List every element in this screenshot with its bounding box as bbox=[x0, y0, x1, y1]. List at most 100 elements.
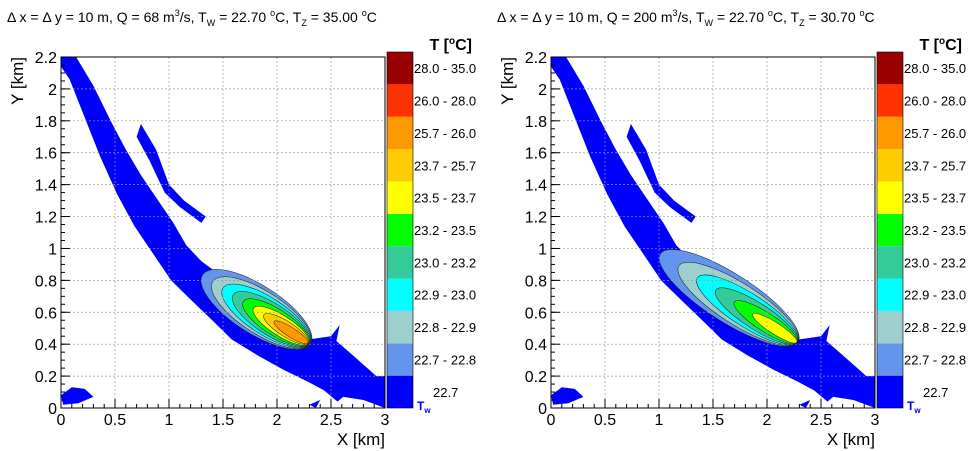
colorbar-swatch bbox=[877, 149, 903, 182]
x-tick-label: 3 bbox=[871, 412, 880, 429]
y-axis-label: Y [km] bbox=[498, 57, 517, 105]
tw-label-sub: w bbox=[423, 406, 431, 415]
colorbar-swatch bbox=[877, 84, 903, 117]
colorbar-swatch bbox=[387, 246, 413, 279]
colorbar-swatch bbox=[877, 343, 903, 376]
title-part: Δ x = Δ y = 10 m, Q = 68 m bbox=[7, 9, 175, 25]
y-tick-label: 1.8 bbox=[35, 114, 57, 131]
title-part: /s, T bbox=[678, 9, 705, 25]
river-patch bbox=[309, 400, 321, 408]
colorbar-label: 23.5 - 23.7 bbox=[904, 191, 966, 206]
river-region bbox=[61, 57, 385, 408]
y-tick-label: 0.2 bbox=[525, 369, 547, 386]
contour-plot bbox=[61, 57, 385, 408]
colorbar-label: 25.7 - 26.0 bbox=[414, 126, 476, 141]
y-tick-label: 0.6 bbox=[35, 305, 57, 322]
river-patch bbox=[812, 379, 843, 402]
colorbar-label: 26.0 - 28.0 bbox=[904, 94, 966, 109]
colorbar-swatch bbox=[387, 310, 413, 344]
title-part: W bbox=[705, 18, 714, 28]
colorbar-swatch bbox=[387, 278, 413, 311]
colorbar: 22.7 22.7 - 22.8 22.8 - 22.9 22.9 - 23.0 23.… bbox=[876, 36, 966, 415]
colorbar-label: 28.0 - 35.0 bbox=[414, 61, 476, 76]
title-part: = 30.70 bbox=[805, 9, 860, 25]
colorbar-label: 26.0 - 28.0 bbox=[414, 94, 476, 109]
tw-label: Tw bbox=[417, 399, 431, 415]
colorbar-swatch bbox=[387, 213, 413, 247]
river-patch bbox=[799, 400, 811, 408]
x-tick-label: 1.5 bbox=[212, 412, 234, 429]
colorbar-label: 22.7 bbox=[433, 385, 458, 400]
colorbar-label: 22.8 - 22.9 bbox=[904, 320, 966, 335]
x-tick-label: 1.5 bbox=[702, 412, 724, 429]
title-part: = 35.00 bbox=[307, 9, 362, 25]
colorbar-swatch bbox=[387, 52, 413, 85]
contour-plot bbox=[551, 57, 875, 408]
colorbar-label: 22.7 bbox=[923, 385, 948, 400]
colorbar-title-part: C] bbox=[455, 37, 472, 54]
x-axis-label: X [km] bbox=[337, 430, 385, 449]
colorbar-label: 22.7 - 22.8 bbox=[414, 352, 476, 367]
y-tick-label: 1 bbox=[538, 241, 547, 258]
colorbar-swatch bbox=[387, 149, 413, 182]
y-tick-label: 1.4 bbox=[525, 178, 547, 195]
colorbar-swatch bbox=[387, 116, 413, 150]
title-part: W bbox=[207, 18, 216, 28]
title-part: Z bbox=[301, 18, 307, 28]
tw-label-main: T bbox=[907, 399, 915, 413]
y-tick-label: 2 bbox=[48, 82, 57, 99]
y-tick-label: 0 bbox=[48, 401, 57, 418]
colorbar-swatch bbox=[387, 181, 413, 214]
colorbar-label: 23.7 - 25.7 bbox=[904, 158, 966, 173]
chart-title: Δ x = Δ y = 10 m, Q = 200 m3/s, TW = 22.… bbox=[497, 8, 875, 28]
colorbar-swatch bbox=[877, 116, 903, 150]
river-patch bbox=[551, 387, 584, 405]
colorbar-title-part: o bbox=[449, 36, 455, 47]
isotherm-25.7 - 26.0 bbox=[273, 320, 309, 345]
y-axis-label: Y [km] bbox=[8, 57, 27, 105]
river-region bbox=[551, 57, 875, 408]
chart-title: Δ x = Δ y = 10 m, Q = 68 m3/s, TW = 22.7… bbox=[7, 8, 377, 28]
x-tick-label: 2.5 bbox=[320, 412, 342, 429]
grid bbox=[551, 57, 875, 408]
colorbar-label: 23.0 - 23.2 bbox=[414, 255, 476, 270]
side-channel bbox=[136, 124, 206, 223]
y-tick-label: 1.4 bbox=[35, 178, 57, 195]
x-tick-label: 0.5 bbox=[594, 412, 616, 429]
panel-2: Δ x = Δ y = 10 m, Q = 200 m3/s, TW = 22.… bbox=[497, 8, 966, 449]
colorbar-label: 23.2 - 23.5 bbox=[904, 223, 966, 238]
colorbar-swatch bbox=[877, 181, 903, 214]
y-tick-label: 0.4 bbox=[525, 337, 547, 354]
y-tick-label: 0.2 bbox=[35, 369, 57, 386]
isotherm-23.5 - 23.7 bbox=[752, 313, 798, 344]
colorbar-label: 25.7 - 26.0 bbox=[904, 126, 966, 141]
x-axis-label: X [km] bbox=[827, 430, 875, 449]
y-tick-label: 2.2 bbox=[35, 50, 57, 67]
y-tick-label: 2 bbox=[538, 82, 547, 99]
panel-1: Δ x = Δ y = 10 m, Q = 68 m3/s, TW = 22.7… bbox=[7, 8, 476, 449]
x-tick-label: 0 bbox=[547, 412, 556, 429]
title-part: Δ x = Δ y = 10 m, Q = 200 m bbox=[497, 9, 673, 25]
colorbar-swatch bbox=[387, 343, 413, 376]
x-tick-label: 0 bbox=[57, 412, 66, 429]
colorbar-title-part: o bbox=[939, 36, 945, 47]
colorbar-swatch bbox=[387, 84, 413, 117]
colorbar-frame bbox=[386, 51, 414, 409]
tw-label-sub: w bbox=[913, 406, 921, 415]
colorbar-frame bbox=[876, 51, 904, 409]
tw-label: Tw bbox=[907, 399, 921, 415]
x-tick-label: 1 bbox=[165, 412, 174, 429]
y-tick-label: 0 bbox=[538, 401, 547, 418]
y-tick-label: 0.4 bbox=[35, 337, 57, 354]
colorbar-swatch bbox=[877, 310, 903, 344]
colorbar-title: T [oC] bbox=[919, 36, 962, 54]
colorbar-label: 22.9 - 23.0 bbox=[414, 288, 476, 303]
title-part: C bbox=[367, 9, 377, 25]
y-tick-label: 1.6 bbox=[525, 146, 547, 163]
colorbar-swatch bbox=[387, 375, 413, 408]
colorbar-title: T [oC] bbox=[429, 36, 472, 54]
y-tick-label: 0.6 bbox=[525, 305, 547, 322]
title-part: o bbox=[362, 8, 367, 18]
title-part: 3 bbox=[175, 8, 180, 18]
